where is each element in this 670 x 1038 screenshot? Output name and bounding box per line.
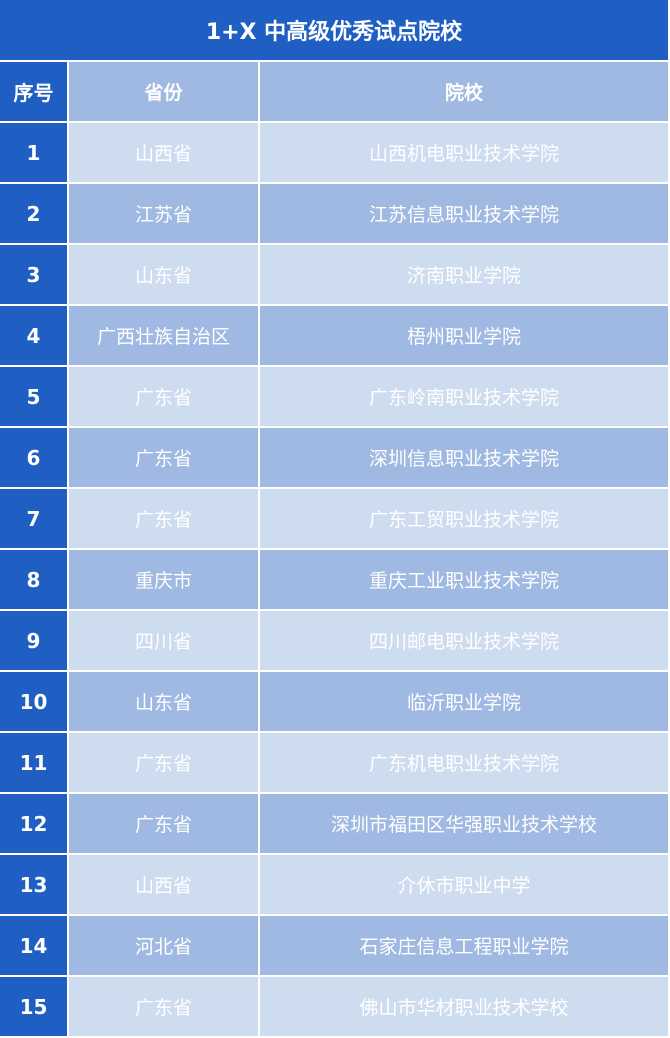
header-province: 省份 [69,62,258,121]
table-title: 1+X 中高级优秀试点院校 [0,0,668,60]
index-cell: 15 [0,977,67,1036]
index-cell: 5 [0,367,67,426]
school-cell: 重庆工业职业技术学院 [260,550,668,609]
school-cell: 四川邮电职业技术学院 [260,611,668,670]
province-cell: 广东省 [69,489,258,548]
index-cell: 14 [0,916,67,975]
school-cell: 广东岭南职业技术学院 [260,367,668,426]
school-cell: 广东机电职业技术学院 [260,733,668,792]
index-cell: 11 [0,733,67,792]
header-index: 序号 [0,62,67,121]
index-cell: 7 [0,489,67,548]
school-cell: 广东工贸职业技术学院 [260,489,668,548]
province-cell: 江苏省 [69,184,258,243]
province-cell: 广东省 [69,428,258,487]
header-school: 院校 [260,62,668,121]
index-cell: 4 [0,306,67,365]
province-cell: 山西省 [69,855,258,914]
index-cell: 12 [0,794,67,853]
school-cell: 临沂职业学院 [260,672,668,731]
province-cell: 山东省 [69,672,258,731]
province-cell: 广西壮族自治区 [69,306,258,365]
province-cell: 山东省 [69,245,258,304]
school-cell: 深圳信息职业技术学院 [260,428,668,487]
index-cell: 10 [0,672,67,731]
province-cell: 四川省 [69,611,258,670]
school-cell: 佛山市华材职业技术学校 [260,977,668,1036]
index-cell: 1 [0,123,67,182]
school-cell: 山西机电职业技术学院 [260,123,668,182]
index-cell: 9 [0,611,67,670]
province-cell: 广东省 [69,733,258,792]
index-cell: 8 [0,550,67,609]
province-cell: 山西省 [69,123,258,182]
province-cell: 重庆市 [69,550,258,609]
province-cell: 河北省 [69,916,258,975]
school-cell: 梧州职业学院 [260,306,668,365]
province-cell: 广东省 [69,794,258,853]
province-cell: 广东省 [69,367,258,426]
school-cell: 深圳市福田区华强职业技术学校 [260,794,668,853]
index-cell: 3 [0,245,67,304]
school-cell: 石家庄信息工程职业学院 [260,916,668,975]
index-cell: 2 [0,184,67,243]
schools-table: 序号 省份 院校 1 山西省 山西机电职业技术学院 2 江苏省 江苏信息职业技术学院 3 山东… [0,62,668,1036]
index-cell: 13 [0,855,67,914]
index-cell: 6 [0,428,67,487]
school-cell: 江苏信息职业技术学院 [260,184,668,243]
province-cell: 广东省 [69,977,258,1036]
school-cell: 介休市职业中学 [260,855,668,914]
school-cell: 济南职业学院 [260,245,668,304]
